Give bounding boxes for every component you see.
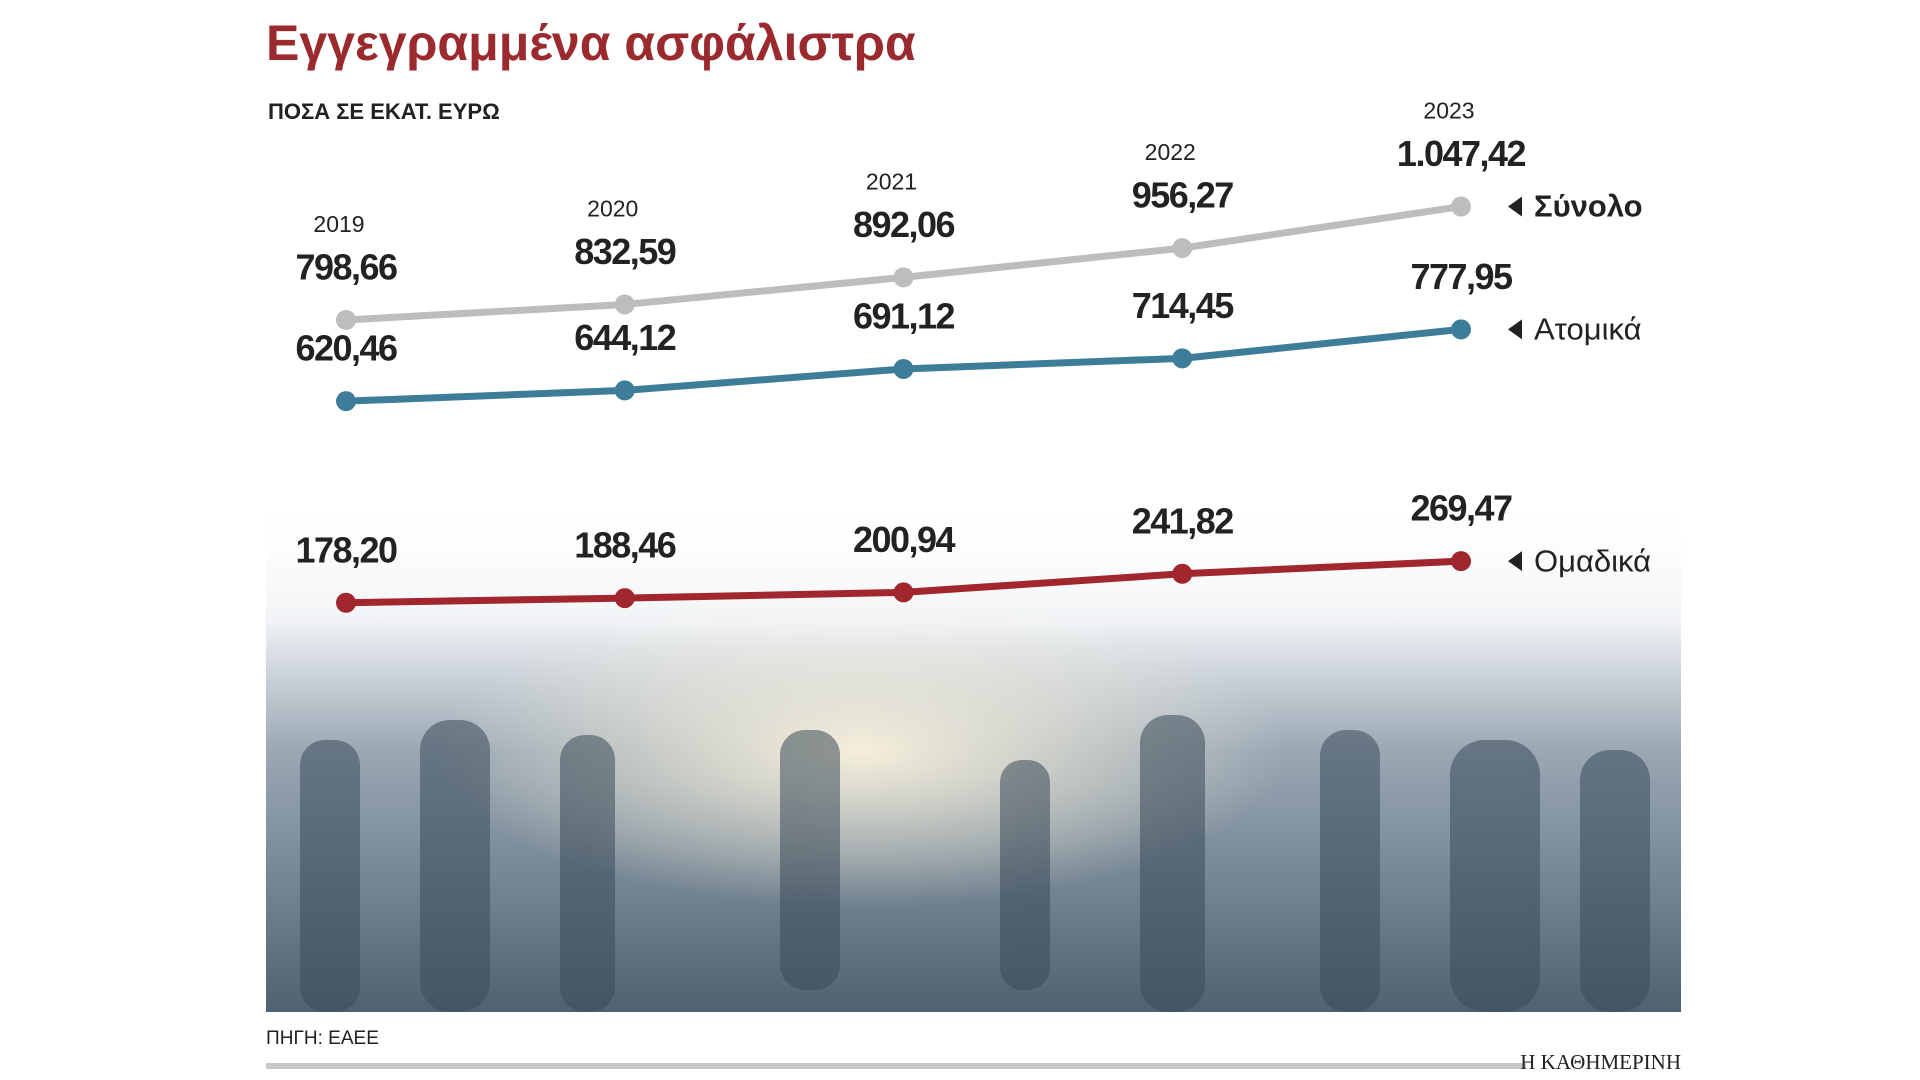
point <box>614 294 635 315</box>
point <box>1172 563 1193 584</box>
value-label: 269,47 <box>1410 488 1512 529</box>
legend-arrow <box>1508 196 1522 217</box>
footer-bar <box>266 1063 1526 1069</box>
year-label: 2023 <box>1423 98 1474 124</box>
brand: Η ΚΑΘΗΜΕΡΙΝΗ <box>1520 1050 1681 1074</box>
legend-arrow <box>1508 319 1522 340</box>
value-label: 691,12 <box>853 295 955 336</box>
chart-subtitle: ΠΟΣΑ ΣΕ ΕΚΑΤ. ΕΥΡΩ <box>268 99 500 124</box>
value-label: 620,46 <box>295 328 397 369</box>
point <box>893 582 914 603</box>
point <box>1172 238 1193 259</box>
value-label: 714,45 <box>1132 285 1235 326</box>
legend-arrow <box>1508 551 1522 572</box>
point <box>1451 319 1471 340</box>
value-label: 1.047,42 <box>1397 133 1526 174</box>
point <box>1451 551 1471 572</box>
year-label: 2020 <box>587 196 638 222</box>
source: ΠΗΓΗ: ΕΑΕΕ <box>266 1028 379 1049</box>
year-label: 2019 <box>313 211 364 237</box>
year-label: 2022 <box>1145 139 1196 165</box>
year-label: 2021 <box>866 168 917 194</box>
point <box>614 380 635 401</box>
point <box>336 309 356 330</box>
value-label: 200,94 <box>853 519 956 560</box>
point <box>336 592 356 613</box>
point <box>614 588 635 609</box>
value-label: 777,95 <box>1410 256 1513 297</box>
point <box>336 391 356 412</box>
value-label: 832,59 <box>574 231 676 272</box>
legend-label: Σύνολο <box>1534 189 1643 224</box>
value-label: 892,06 <box>853 204 955 245</box>
value-label: 178,20 <box>295 529 397 570</box>
value-label: 188,46 <box>574 525 676 566</box>
point <box>893 358 914 379</box>
legend-label: Ομαδικά <box>1534 543 1651 578</box>
value-label: 956,27 <box>1132 175 1234 216</box>
point <box>1172 348 1193 369</box>
legend-label: Ατομικά <box>1534 312 1642 347</box>
background-photo <box>266 490 1681 1012</box>
point <box>893 267 914 288</box>
chart-title: Εγγεγραμμένα ασφάλιστρα <box>266 15 916 71</box>
point <box>1451 196 1471 217</box>
value-label: 644,12 <box>574 317 676 358</box>
value-label: 798,66 <box>295 246 397 287</box>
value-label: 241,82 <box>1132 500 1234 541</box>
